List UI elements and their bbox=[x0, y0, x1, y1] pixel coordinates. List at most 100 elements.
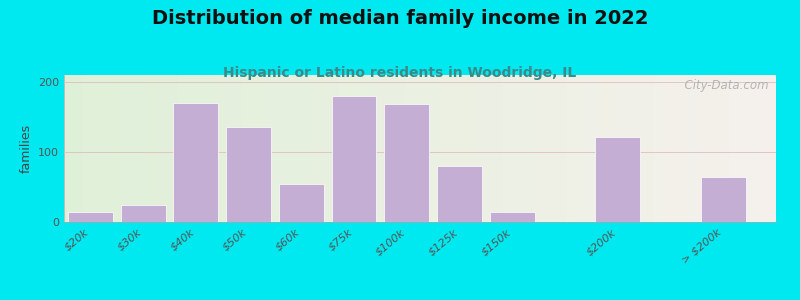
Bar bbox=[81, 75, 83, 222]
Bar bbox=[294, 75, 297, 222]
Bar bbox=[479, 75, 482, 222]
Bar bbox=[358, 75, 361, 222]
Bar bbox=[742, 75, 745, 222]
Bar bbox=[643, 75, 646, 222]
Bar bbox=[486, 75, 489, 222]
Bar bbox=[648, 75, 650, 222]
Bar bbox=[240, 75, 242, 222]
Bar bbox=[111, 75, 114, 222]
Y-axis label: families: families bbox=[19, 124, 33, 173]
Bar bbox=[738, 75, 740, 222]
Bar bbox=[567, 75, 570, 222]
Bar bbox=[391, 75, 394, 222]
Bar bbox=[282, 75, 285, 222]
Bar bbox=[351, 75, 354, 222]
Bar bbox=[256, 75, 258, 222]
Bar bbox=[676, 75, 678, 222]
Bar bbox=[454, 75, 456, 222]
Bar bbox=[216, 75, 218, 222]
Bar bbox=[233, 75, 235, 222]
Bar bbox=[617, 75, 619, 222]
Bar bbox=[422, 75, 425, 222]
Bar bbox=[121, 75, 123, 222]
Bar bbox=[667, 75, 669, 222]
Bar bbox=[330, 75, 332, 222]
Bar bbox=[712, 75, 714, 222]
Bar bbox=[745, 75, 747, 222]
Bar bbox=[382, 75, 385, 222]
Bar bbox=[622, 75, 624, 222]
Bar bbox=[394, 75, 396, 222]
Bar bbox=[444, 75, 446, 222]
Bar bbox=[591, 75, 594, 222]
Bar bbox=[506, 75, 508, 222]
Bar bbox=[472, 75, 474, 222]
Bar bbox=[719, 75, 722, 222]
Bar bbox=[415, 75, 418, 222]
Bar bbox=[536, 75, 538, 222]
Bar bbox=[774, 75, 776, 222]
Bar bbox=[432, 75, 434, 222]
Bar bbox=[437, 75, 439, 222]
Bar bbox=[244, 75, 246, 222]
Bar bbox=[671, 75, 674, 222]
Bar bbox=[206, 75, 209, 222]
Bar bbox=[199, 75, 202, 222]
Bar bbox=[285, 75, 287, 222]
Bar bbox=[302, 75, 304, 222]
Bar bbox=[398, 75, 401, 222]
Bar bbox=[410, 75, 413, 222]
Bar bbox=[292, 75, 294, 222]
Bar bbox=[273, 75, 275, 222]
Bar bbox=[717, 75, 719, 222]
Bar bbox=[491, 75, 494, 222]
Bar bbox=[204, 75, 206, 222]
Bar bbox=[565, 75, 567, 222]
Bar bbox=[309, 75, 311, 222]
Bar bbox=[86, 75, 88, 222]
Bar bbox=[503, 75, 506, 222]
Bar bbox=[729, 75, 731, 222]
Bar bbox=[88, 75, 90, 222]
Bar bbox=[74, 75, 76, 222]
Bar bbox=[268, 75, 270, 222]
Bar bbox=[123, 75, 126, 222]
Bar bbox=[655, 75, 658, 222]
Bar bbox=[95, 75, 98, 222]
Bar bbox=[522, 75, 525, 222]
Bar bbox=[128, 75, 130, 222]
Bar bbox=[315, 75, 318, 222]
Bar bbox=[157, 75, 159, 222]
Bar bbox=[235, 75, 238, 222]
Bar bbox=[71, 75, 74, 222]
Bar bbox=[669, 75, 671, 222]
Bar bbox=[76, 75, 78, 222]
Bar bbox=[263, 75, 266, 222]
Bar bbox=[370, 75, 373, 222]
Bar bbox=[69, 75, 71, 222]
Bar bbox=[138, 75, 140, 222]
Bar bbox=[484, 75, 486, 222]
Bar bbox=[762, 75, 764, 222]
Bar bbox=[427, 75, 430, 222]
Bar bbox=[750, 75, 752, 222]
Bar bbox=[425, 75, 427, 222]
Bar bbox=[174, 103, 218, 222]
Bar bbox=[254, 75, 256, 222]
Bar bbox=[162, 75, 164, 222]
Bar bbox=[515, 75, 518, 222]
Bar bbox=[508, 75, 510, 222]
Bar bbox=[246, 75, 249, 222]
Bar bbox=[64, 75, 66, 222]
Bar bbox=[373, 75, 375, 222]
Bar bbox=[135, 75, 138, 222]
Bar bbox=[114, 75, 116, 222]
Bar bbox=[570, 75, 572, 222]
Bar bbox=[106, 75, 109, 222]
Bar bbox=[678, 75, 681, 222]
Bar bbox=[102, 75, 104, 222]
Bar bbox=[700, 75, 702, 222]
Bar bbox=[251, 75, 254, 222]
Bar bbox=[344, 75, 346, 222]
Bar bbox=[226, 75, 228, 222]
